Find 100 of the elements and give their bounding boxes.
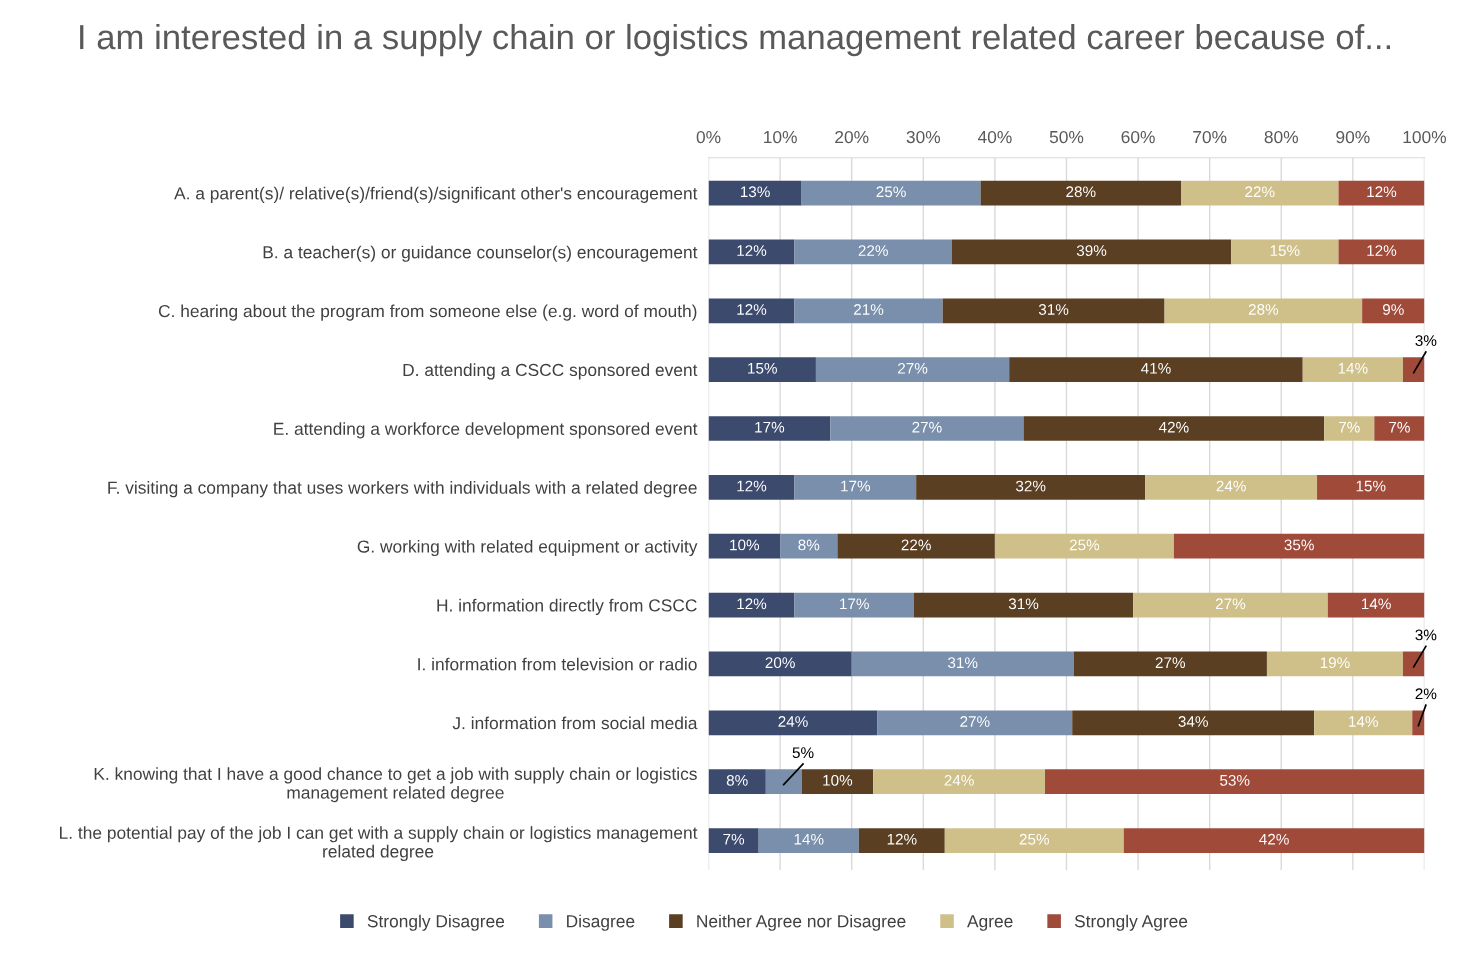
bar: [794, 298, 943, 324]
data-label: 53%: [1220, 774, 1250, 786]
x-tick-label: 50%: [1049, 130, 1084, 144]
bar: [1302, 357, 1403, 382]
data-label: 28%: [1248, 304, 1279, 315]
data-label: 24%: [778, 716, 808, 727]
data-label: 39%: [1076, 245, 1107, 257]
data-label: 31%: [1038, 304, 1069, 315]
y-tick-label: K. knowing that I have a good chance to get a job with supply chain or logistics management related degree: [94, 767, 697, 803]
data-label: 3%: [1415, 629, 1437, 641]
bar: [1362, 298, 1425, 324]
bar: [1314, 710, 1413, 736]
data-label: 15%: [1356, 480, 1386, 492]
data-label: 14%: [1349, 716, 1378, 727]
bar: [994, 533, 1174, 559]
data-label: 35%: [1284, 539, 1314, 551]
x-tick-label: 10%: [764, 130, 797, 144]
data-label: 25%: [1019, 833, 1050, 845]
legend-label: Strongly Agree: [1074, 914, 1188, 931]
data-label: 25%: [876, 186, 906, 198]
bar: [708, 769, 766, 795]
data-label: 9%: [1382, 304, 1404, 315]
bar: [1133, 592, 1328, 618]
bar: [794, 239, 952, 265]
legend-label: Disagree: [567, 914, 635, 931]
chart-title: I am interested in a supply chain or logistics management related career because of...: [80, 23, 1391, 57]
data-label: 10%: [730, 539, 760, 551]
data-label: 15%: [748, 362, 777, 374]
x-tick-label: 60%: [1121, 130, 1155, 144]
bar: [944, 828, 1124, 853]
data-label: 12%: [887, 833, 917, 845]
data-label: 22%: [858, 245, 888, 256]
data-label: 10%: [823, 774, 853, 786]
data-label: 12%: [737, 480, 767, 492]
bar: [851, 651, 1074, 677]
bar: [780, 533, 838, 559]
bar: [708, 239, 795, 265]
bar: [1374, 416, 1425, 441]
bar: [1123, 828, 1425, 853]
bar: [1231, 239, 1339, 265]
bar: [708, 180, 802, 206]
x-tick-label: 100%: [1403, 130, 1447, 144]
bar: [708, 828, 759, 853]
data-label: 13%: [740, 186, 770, 198]
bar: [1412, 710, 1425, 736]
x-tick-label: 30%: [906, 130, 941, 144]
data-label: 27%: [1155, 657, 1186, 668]
bar: [1338, 180, 1425, 206]
y-tick-label: H. information directly from CSCC: [437, 598, 697, 615]
data-label: 12%: [1367, 245, 1397, 256]
legend-label: Agree: [967, 915, 1013, 931]
data-label: 24%: [944, 774, 974, 786]
x-tick-label: 40%: [977, 130, 1012, 144]
bar: [1324, 416, 1375, 441]
bar: [708, 710, 878, 736]
data-label: 5%: [792, 747, 814, 759]
y-tick-label: D. attending a CSCC sponsored event: [403, 363, 698, 380]
data-label: 41%: [1141, 362, 1171, 374]
data-label: 12%: [737, 598, 767, 610]
data-label: 12%: [737, 245, 767, 256]
data-label: 27%: [1215, 598, 1246, 610]
bar: [1173, 533, 1425, 559]
bar: [801, 769, 874, 795]
x-tick-label: 70%: [1193, 130, 1227, 144]
bar: [794, 592, 914, 618]
bar: [1023, 416, 1325, 441]
bar: [708, 533, 781, 559]
bar: [708, 592, 795, 618]
bar: [858, 828, 945, 853]
data-label: 8%: [798, 539, 820, 551]
x-tick-label: 80%: [1264, 130, 1299, 144]
data-label: 32%: [1015, 480, 1046, 492]
data-label: 12%: [1367, 186, 1397, 198]
bar: [837, 533, 995, 559]
data-label: 15%: [1270, 245, 1300, 257]
data-label: 12%: [737, 304, 767, 315]
bar: [708, 651, 852, 677]
bar: [794, 475, 917, 500]
bar: [801, 180, 981, 206]
data-label: 22%: [901, 539, 931, 551]
y-tick-label: A. a parent(s)/ relative(s)/friend(s)/significant other's encouragement: [174, 186, 698, 203]
bar: [980, 180, 1182, 206]
bar: [1073, 651, 1267, 677]
bar: [1145, 475, 1318, 500]
bar: [1181, 180, 1339, 206]
data-label: 28%: [1066, 186, 1096, 198]
bar: [1045, 769, 1425, 795]
y-tick-label: F. visiting a company that uses workers with individuals with a related degree: [108, 481, 697, 498]
bar: [1327, 592, 1425, 618]
x-tick-label: 90%: [1336, 130, 1370, 144]
data-label: 22%: [1245, 186, 1275, 198]
bar: [877, 710, 1073, 736]
data-label: 20%: [765, 657, 795, 669]
y-tick-label: B. a teacher(s) or guidance counselor(s) encouragement: [263, 245, 698, 262]
data-label: 7%: [1339, 421, 1360, 433]
bar: [873, 769, 1046, 795]
bar: [916, 475, 1146, 500]
data-label: 14%: [1338, 362, 1368, 374]
bar: [914, 592, 1134, 618]
data-label: 31%: [1008, 598, 1039, 610]
